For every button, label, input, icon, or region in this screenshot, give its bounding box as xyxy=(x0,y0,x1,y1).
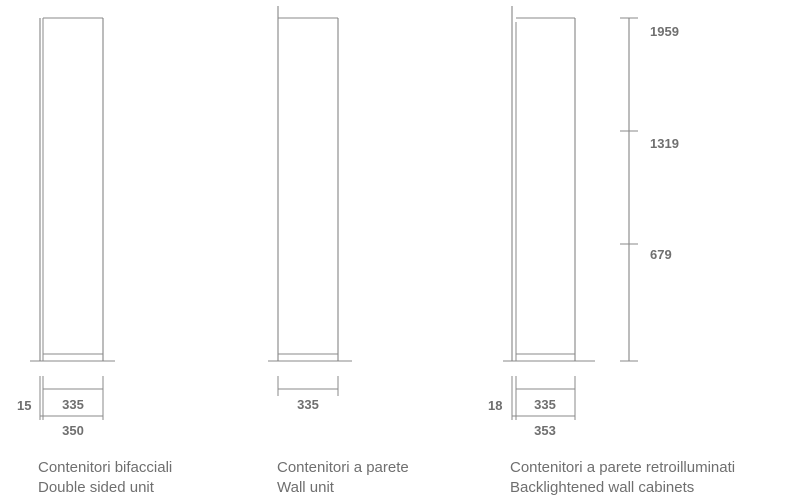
backlit-unit-dimensions: 18 335 353 xyxy=(488,376,576,438)
dim-side-label: 18 xyxy=(488,398,502,413)
backlit-unit-caption: Contenitori a parete retroilluminati Bac… xyxy=(510,458,735,498)
backlit-unit-elevation xyxy=(503,6,595,362)
caption-english: Backlightened wall cabinets xyxy=(510,479,695,496)
dim-side-label: 15 xyxy=(17,398,31,413)
caption-italian: Contenitori a parete xyxy=(277,459,409,476)
wall-unit-dimensions: 335 xyxy=(277,376,339,412)
height-label-1319: 1319 xyxy=(650,136,679,151)
height-label-1959: 1959 xyxy=(650,24,679,39)
wall-unit-elevation xyxy=(268,6,352,362)
dim-outer-label: 353 xyxy=(534,423,556,438)
caption-english: Double sided unit xyxy=(38,479,154,496)
caption-english: Wall unit xyxy=(277,479,334,496)
height-label-679: 679 xyxy=(650,247,672,262)
double-sided-caption: Contenitori bifacciali Double sided unit xyxy=(38,458,172,498)
caption-italian: Contenitori bifacciali xyxy=(38,459,173,476)
double-sided-unit-dimensions: 15 335 350 xyxy=(17,376,104,438)
double-sided-unit-elevation xyxy=(30,17,115,362)
dim-inner-label: 335 xyxy=(297,397,319,412)
caption-italian: Contenitori a parete retroilluminati xyxy=(510,459,736,476)
dim-outer-label: 350 xyxy=(62,423,84,438)
height-scale: 1959 1319 679 xyxy=(620,17,679,362)
wall-unit-caption: Contenitori a parete Wall unit xyxy=(277,458,409,498)
dim-inner-label: 335 xyxy=(534,397,556,412)
dim-inner-label: 335 xyxy=(62,397,84,412)
